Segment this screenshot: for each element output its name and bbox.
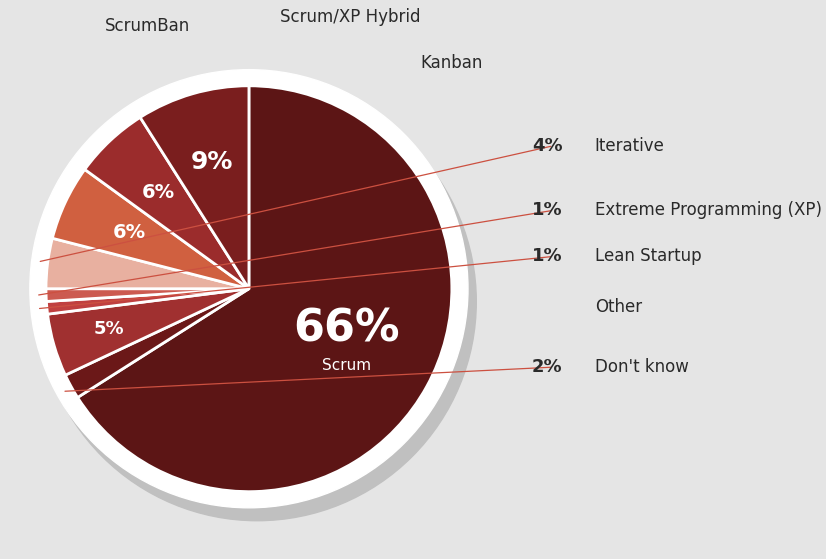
Text: Scrum/XP Hybrid: Scrum/XP Hybrid: [280, 8, 420, 26]
Text: 1%: 1%: [532, 201, 563, 219]
Circle shape: [38, 83, 477, 521]
Wedge shape: [52, 169, 249, 289]
Circle shape: [30, 70, 468, 508]
Wedge shape: [78, 86, 452, 492]
Wedge shape: [46, 289, 249, 301]
Text: 4%: 4%: [532, 137, 563, 155]
Text: Don't know: Don't know: [595, 358, 689, 376]
Text: 5%: 5%: [93, 320, 124, 339]
Wedge shape: [85, 117, 249, 289]
Wedge shape: [48, 289, 249, 375]
Text: 2%: 2%: [532, 358, 563, 376]
Text: ScrumBan: ScrumBan: [105, 17, 190, 35]
Text: Scrum: Scrum: [322, 358, 372, 373]
Text: Extreme Programming (XP): Extreme Programming (XP): [595, 201, 822, 219]
Text: 1%: 1%: [532, 248, 563, 266]
Wedge shape: [46, 238, 249, 289]
Text: Other: Other: [595, 298, 642, 316]
Wedge shape: [140, 86, 249, 289]
Text: 6%: 6%: [113, 223, 146, 242]
Text: 9%: 9%: [191, 150, 233, 174]
Text: 6%: 6%: [142, 183, 175, 202]
Wedge shape: [65, 289, 249, 397]
Text: Lean Startup: Lean Startup: [595, 248, 701, 266]
Text: Kanban: Kanban: [420, 54, 483, 72]
Text: Iterative: Iterative: [595, 137, 665, 155]
Text: 66%: 66%: [293, 307, 400, 350]
Wedge shape: [46, 289, 249, 314]
